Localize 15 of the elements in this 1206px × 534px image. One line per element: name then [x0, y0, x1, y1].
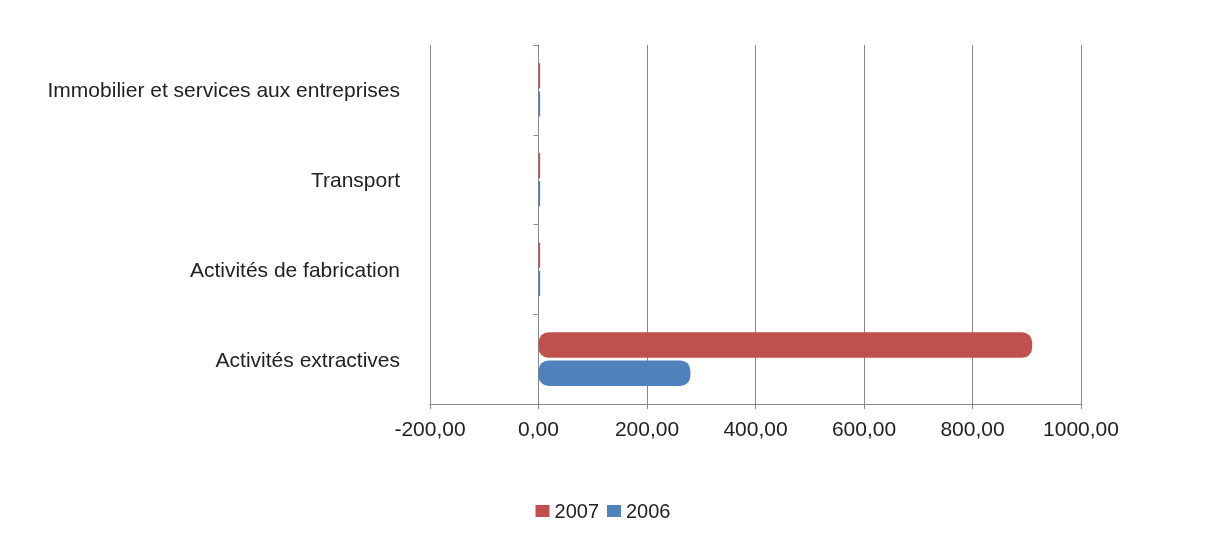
bar — [538, 332, 1033, 358]
bar — [538, 360, 691, 387]
y-tick-label: Activités extractives — [215, 347, 400, 371]
x-tick-label: 0,00 — [518, 417, 559, 440]
y-tick-label: Transport — [310, 168, 401, 192]
y-tick-label: Activités de fabrication — [189, 257, 400, 281]
x-tick-label: 200,00 — [614, 417, 680, 440]
x-tick-label: 1000,00 — [1043, 417, 1119, 440]
x-tick-label: 400,00 — [723, 417, 788, 440]
legend-label: 2006 — [626, 500, 671, 522]
y-tick-label: Immobilier et services aux entreprises — [47, 78, 400, 102]
x-tick-label: 800,00 — [940, 417, 1005, 440]
legend-label: 2007 — [554, 500, 600, 522]
x-tick-label: -200,00 — [394, 417, 466, 440]
x-tick-label: 600,00 — [831, 417, 897, 440]
